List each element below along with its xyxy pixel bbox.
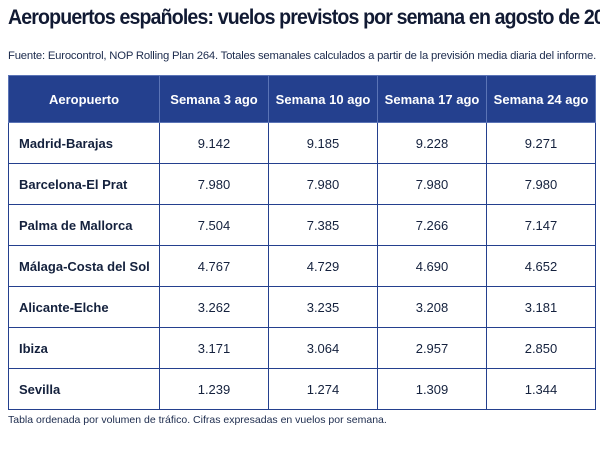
airport-cell: Alicante-Elche [8, 286, 160, 328]
value-cell: 7.266 [377, 204, 487, 246]
value-cell: 1.309 [377, 368, 487, 410]
value-cell: 4.690 [377, 245, 487, 287]
table-header: Aeropuerto Semana 3 ago Semana 10 ago Seman… [8, 75, 596, 123]
value-cell: 3.208 [377, 286, 487, 328]
value-cell: 7.980 [268, 163, 378, 205]
value-cell: 1.274 [268, 368, 378, 410]
table-row: Palma de Mallorca 7.504 7.385 7.266 7.147 [8, 204, 596, 246]
value-cell: 3.262 [159, 286, 269, 328]
table: Aeropuerto Semana 3 ago Semana 10 ago Seman… [8, 75, 596, 410]
value-cell: 9.271 [486, 122, 596, 164]
value-cell: 3.181 [486, 286, 596, 328]
value-cell: 1.344 [486, 368, 596, 410]
table-row: Ibiza 3.171 3.064 2.957 2.850 [8, 327, 596, 369]
value-cell: 3.064 [268, 327, 378, 369]
airport-cell: Sevilla [8, 368, 160, 410]
value-cell: 7.980 [486, 163, 596, 205]
header-cell: Semana 10 ago [268, 75, 378, 123]
value-cell: 7.980 [377, 163, 487, 205]
value-cell: 9.228 [377, 122, 487, 164]
value-cell: 4.729 [268, 245, 378, 287]
value-cell: 4.767 [159, 245, 269, 287]
table-row: Málaga-Costa del Sol 4.767 4.729 4.690 4.652 [8, 245, 596, 287]
header-cell: Semana 3 ago [159, 75, 269, 123]
table-body: Madrid-Barajas 9.142 9.185 9.228 9.271 Barcel… [8, 122, 596, 410]
value-cell: 3.235 [268, 286, 378, 328]
value-cell: 9.185 [268, 122, 378, 164]
value-cell: 3.171 [159, 327, 269, 369]
header-row: Aeropuerto Semana 3 ago Semana 10 ago Seman… [8, 75, 596, 123]
value-cell: 7.147 [486, 204, 596, 246]
airport-cell: Ibiza [8, 327, 160, 369]
table-row: Sevilla 1.239 1.274 1.309 1.344 [8, 368, 596, 410]
value-cell: 9.142 [159, 122, 269, 164]
airport-cell: Málaga-Costa del Sol [8, 245, 160, 287]
value-cell: 4.652 [486, 245, 596, 287]
title: Aeropuertos españoles: vuelos previstos … [8, 6, 600, 29]
value-cell: 2.957 [377, 327, 487, 369]
header-cell: Aeropuerto [8, 75, 160, 123]
value-cell: 7.980 [159, 163, 269, 205]
value-cell: 2.850 [486, 327, 596, 369]
header-cell: Semana 24 ago [486, 75, 596, 123]
value-cell: 7.385 [268, 204, 378, 246]
header-cell: Semana 17 ago [377, 75, 487, 123]
table-row: Madrid-Barajas 9.142 9.185 9.228 9.271 [8, 122, 596, 164]
footnote: Tabla ordenada por volumen de tráfico. C… [8, 414, 387, 426]
airport-cell: Palma de Mallorca [8, 204, 160, 246]
airport-cell: Madrid-Barajas [8, 122, 160, 164]
subtitle: Fuente: Eurocontrol, NOP Rolling Plan 26… [8, 50, 597, 62]
airport-cell: Barcelona-El Prat [8, 163, 160, 205]
value-cell: 7.504 [159, 204, 269, 246]
table-row: Barcelona-El Prat 7.980 7.980 7.980 7.980 [8, 163, 596, 205]
table-row: Alicante-Elche 3.262 3.235 3.208 3.181 [8, 286, 596, 328]
value-cell: 1.239 [159, 368, 269, 410]
